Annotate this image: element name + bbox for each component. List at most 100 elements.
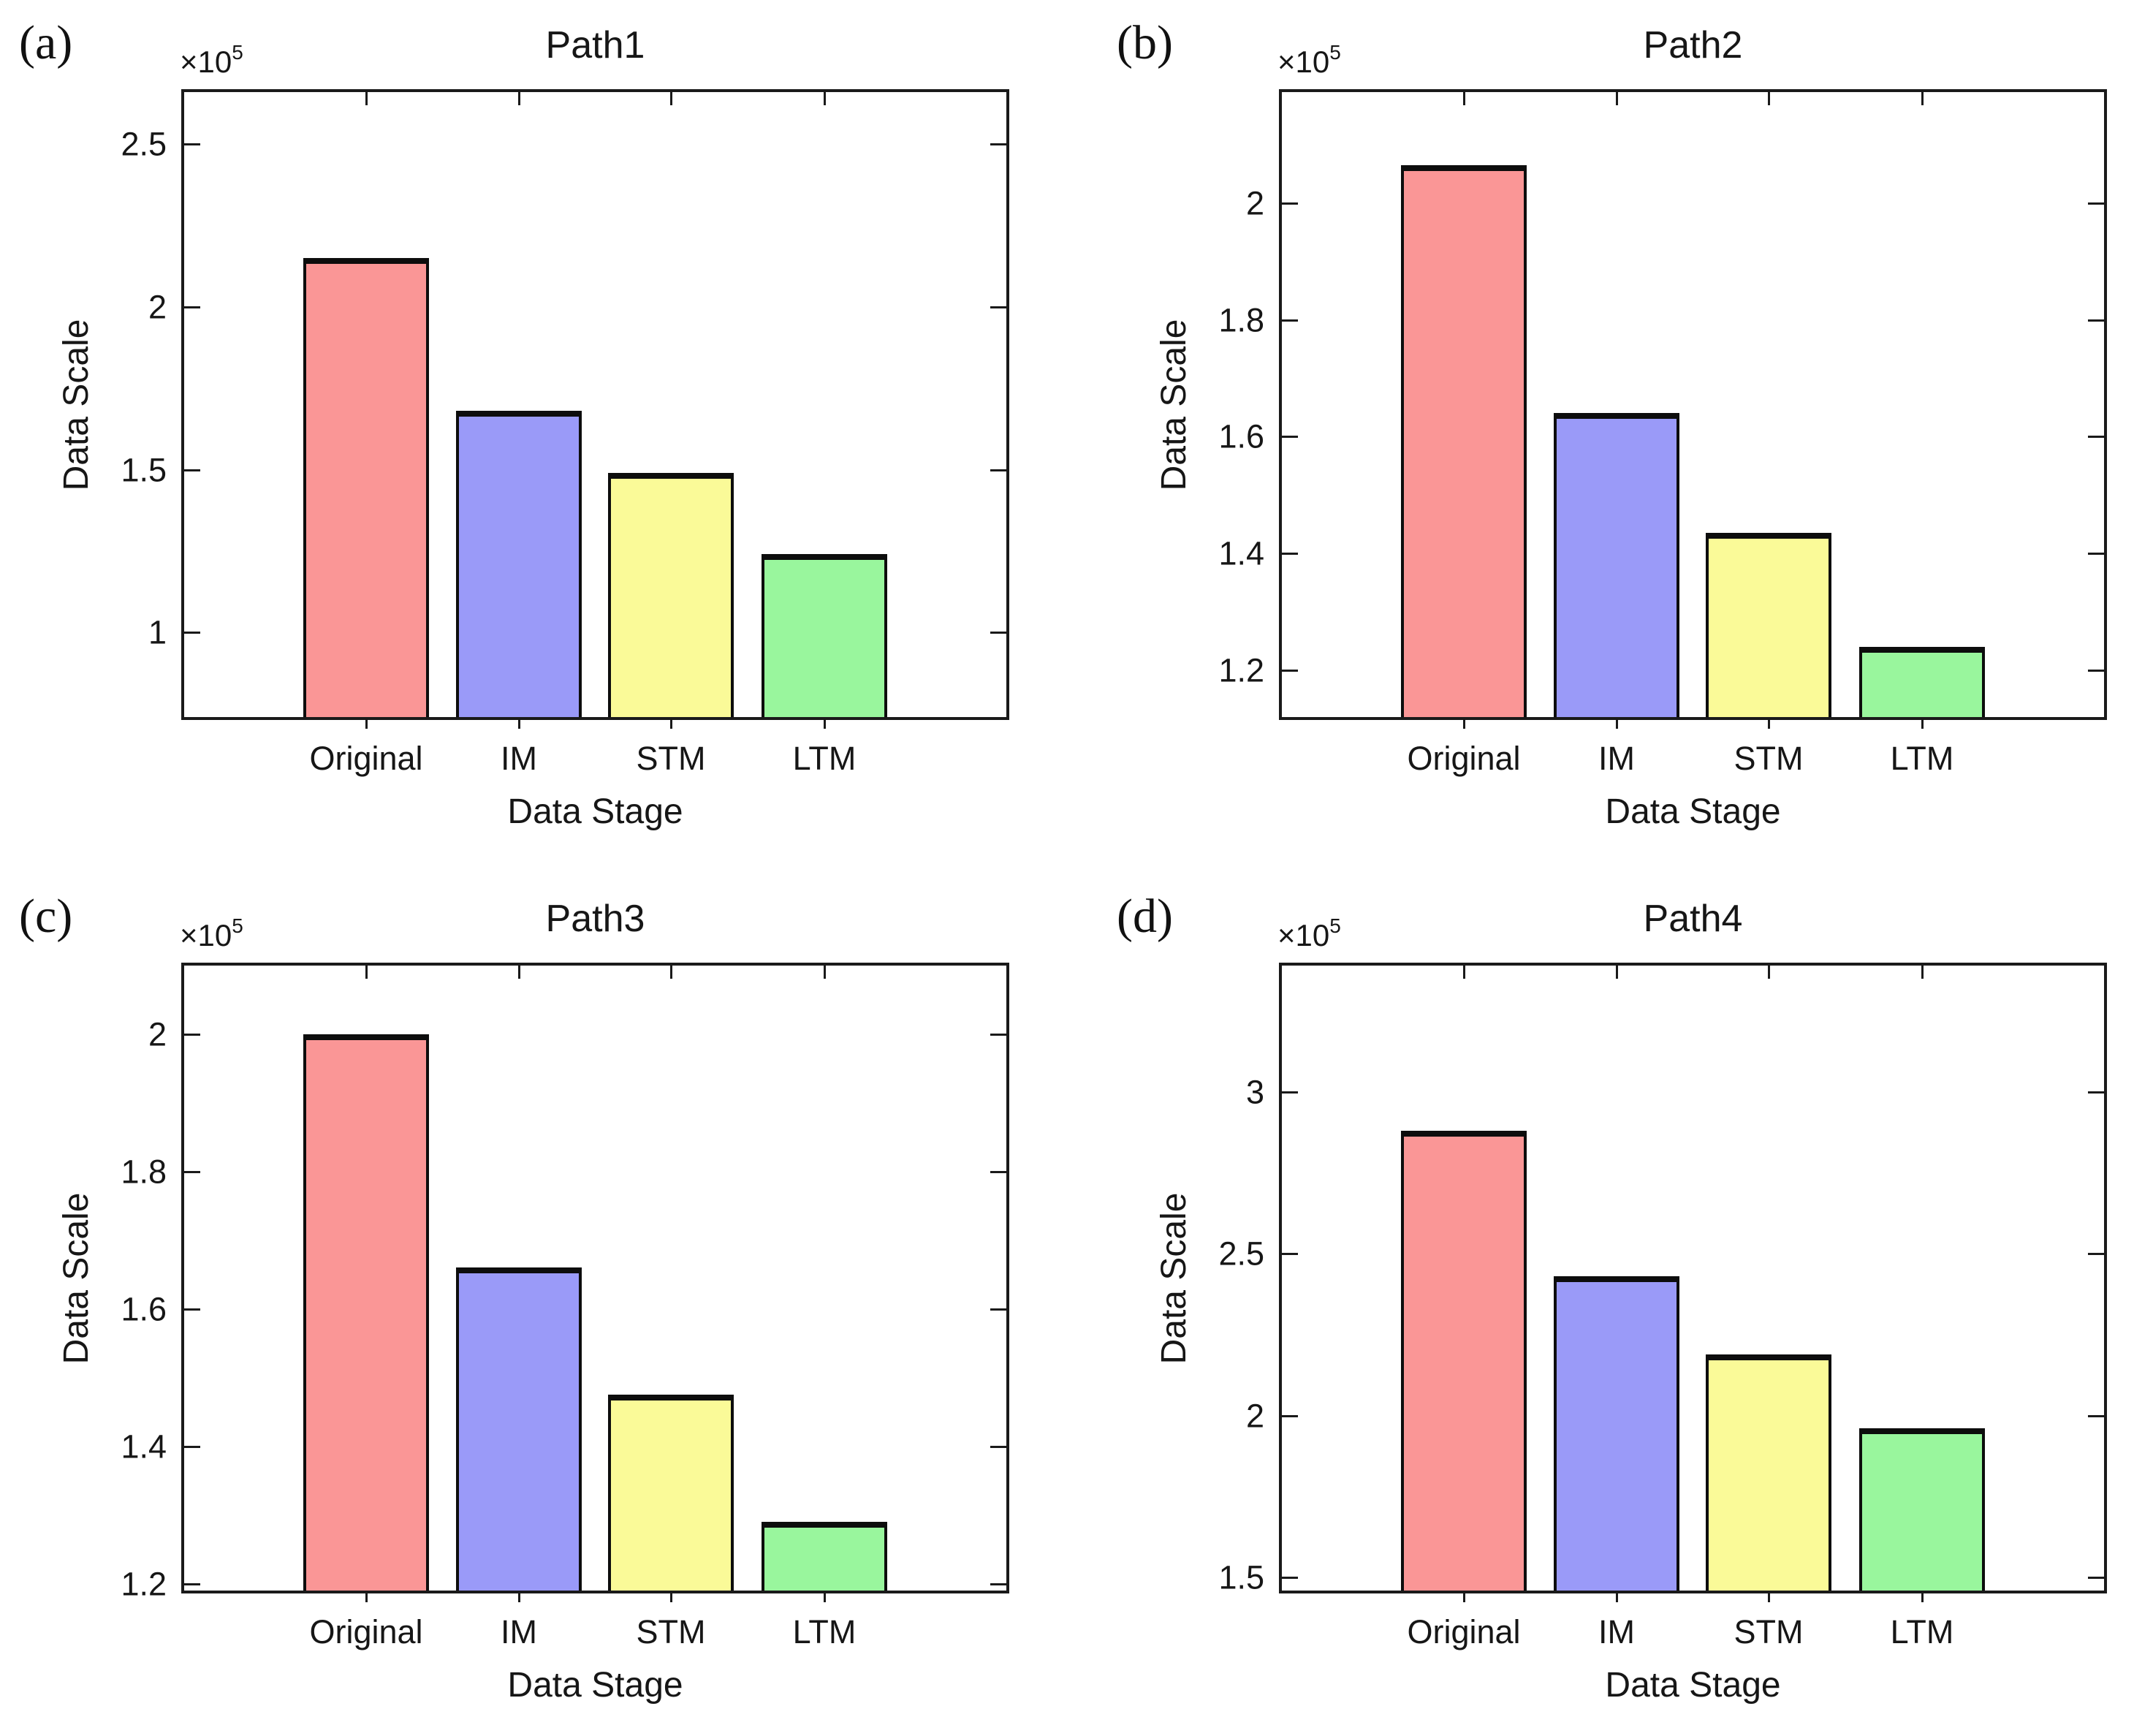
y-tick-right (2088, 1415, 2104, 1417)
y-tick-left (184, 632, 200, 634)
y-tick-right (990, 143, 1006, 145)
y-tick-label: 1.6 (1218, 417, 1264, 455)
bar-im (456, 1267, 582, 1591)
x-axis-label-path4: Data Stage (1605, 1666, 1781, 1705)
x-tick-label-ltm: LTM (792, 1613, 857, 1650)
y-axis-exponent-label: ×105 (1277, 42, 1341, 77)
y-tick-label: 1.6 (121, 1290, 167, 1328)
y-tick-left (184, 143, 200, 145)
y-axis-exponent-label: ×105 (180, 42, 243, 77)
x-tick-bottom (1463, 1593, 1465, 1602)
x-tick-bottom (518, 720, 520, 729)
chart-title-path1: Path1 (545, 24, 645, 67)
offset-mantissa: ×10 (1277, 45, 1330, 79)
y-tick-left (1282, 319, 1298, 322)
y-axis-exponent-label: ×105 (180, 916, 243, 951)
x-tick-label-stm: STM (1734, 1613, 1804, 1650)
x-axis-label-path2: Data Stage (1605, 792, 1781, 831)
y-tick-right (990, 306, 1006, 308)
plot-area-path3 (181, 963, 1009, 1593)
offset-mantissa: ×10 (180, 45, 232, 79)
y-axis-label-path2: Data Scale (1155, 319, 1193, 490)
y-tick-right (990, 632, 1006, 634)
x-tick-top (1768, 92, 1770, 105)
offset-mantissa: ×10 (180, 918, 232, 952)
y-tick-right (990, 1446, 1006, 1448)
x-tick-label-original: Original (1407, 1613, 1521, 1650)
y-tick-left (184, 1446, 200, 1448)
y-tick-left (1282, 436, 1298, 438)
y-tick-left (1282, 670, 1298, 672)
chart-title-path3: Path3 (545, 898, 645, 940)
y-tick-right (990, 469, 1006, 471)
bar-stm (1706, 533, 1831, 717)
y-tick-left (184, 1034, 200, 1036)
x-tick-top (824, 92, 826, 105)
x-tick-label-stm: STM (636, 1613, 706, 1650)
y-tick-label: 1.5 (1218, 1558, 1264, 1596)
x-tick-bottom (518, 1593, 520, 1602)
panel-letter-path4: (d) (1117, 890, 1173, 943)
x-tick-top (365, 92, 368, 105)
y-tick-left (1282, 1091, 1298, 1093)
offset-exponent: 5 (232, 914, 243, 937)
y-tick-left (184, 306, 200, 308)
y-tick-right (2088, 1091, 2104, 1093)
plot-area-path4 (1279, 963, 2107, 1593)
y-tick-left (1282, 202, 1298, 205)
y-tick-right (990, 1583, 1006, 1585)
y-tick-right (990, 1034, 1006, 1036)
y-tick-label: 2.5 (1218, 1235, 1264, 1273)
x-tick-label-original: Original (309, 1613, 423, 1650)
y-tick-label: 1.5 (121, 451, 167, 489)
offset-exponent: 5 (1329, 914, 1341, 937)
bar-im (456, 411, 582, 717)
x-tick-bottom (365, 720, 368, 729)
y-tick-label: 1.4 (1218, 534, 1264, 572)
y-tick-label: 1.2 (1218, 651, 1264, 689)
y-tick-label: 2 (1245, 1397, 1264, 1435)
y-tick-right (990, 1171, 1006, 1173)
x-tick-bottom (1463, 720, 1465, 729)
panel-letter-path1: (a) (19, 16, 73, 69)
panel-letter-path3: (c) (19, 890, 73, 943)
x-tick-top (518, 966, 520, 979)
y-tick-left (184, 1583, 200, 1585)
y-tick-right (2088, 1577, 2104, 1579)
x-axis-label-path3: Data Stage (507, 1666, 683, 1705)
x-tick-label-original: Original (309, 740, 423, 777)
x-tick-label-im: IM (501, 1613, 537, 1650)
x-tick-label-im: IM (501, 740, 537, 777)
x-tick-top (824, 966, 826, 979)
bar-ltm (762, 554, 887, 717)
x-tick-label-stm: STM (1734, 740, 1804, 777)
y-tick-right (2088, 202, 2104, 205)
x-tick-bottom (1768, 720, 1770, 729)
x-axis-label-path1: Data Stage (507, 792, 683, 831)
y-tick-right (2088, 553, 2104, 555)
x-tick-bottom (1616, 720, 1618, 729)
y-tick-label: 1.8 (1218, 301, 1264, 339)
y-axis-label-path4: Data Scale (1155, 1192, 1193, 1364)
y-tick-right (2088, 670, 2104, 672)
y-tick-left (184, 469, 200, 471)
x-tick-top (670, 92, 672, 105)
bar-stm (1706, 1354, 1831, 1591)
x-tick-top (1768, 966, 1770, 979)
chart-title-path2: Path2 (1643, 24, 1743, 67)
bar-ltm (1859, 1428, 1985, 1591)
x-tick-bottom (824, 720, 826, 729)
y-tick-label: 3 (1245, 1073, 1264, 1111)
panel-letter-path2: (b) (1117, 16, 1173, 69)
bar-stm (608, 1395, 734, 1591)
x-tick-top (365, 966, 368, 979)
x-tick-bottom (824, 1593, 826, 1602)
x-tick-top (1463, 966, 1465, 979)
x-tick-bottom (670, 720, 672, 729)
y-tick-right (2088, 1253, 2104, 1255)
y-tick-label: 1.2 (121, 1565, 167, 1603)
x-tick-bottom (670, 1593, 672, 1602)
bar-original (1401, 165, 1527, 717)
y-tick-right (2088, 319, 2104, 322)
